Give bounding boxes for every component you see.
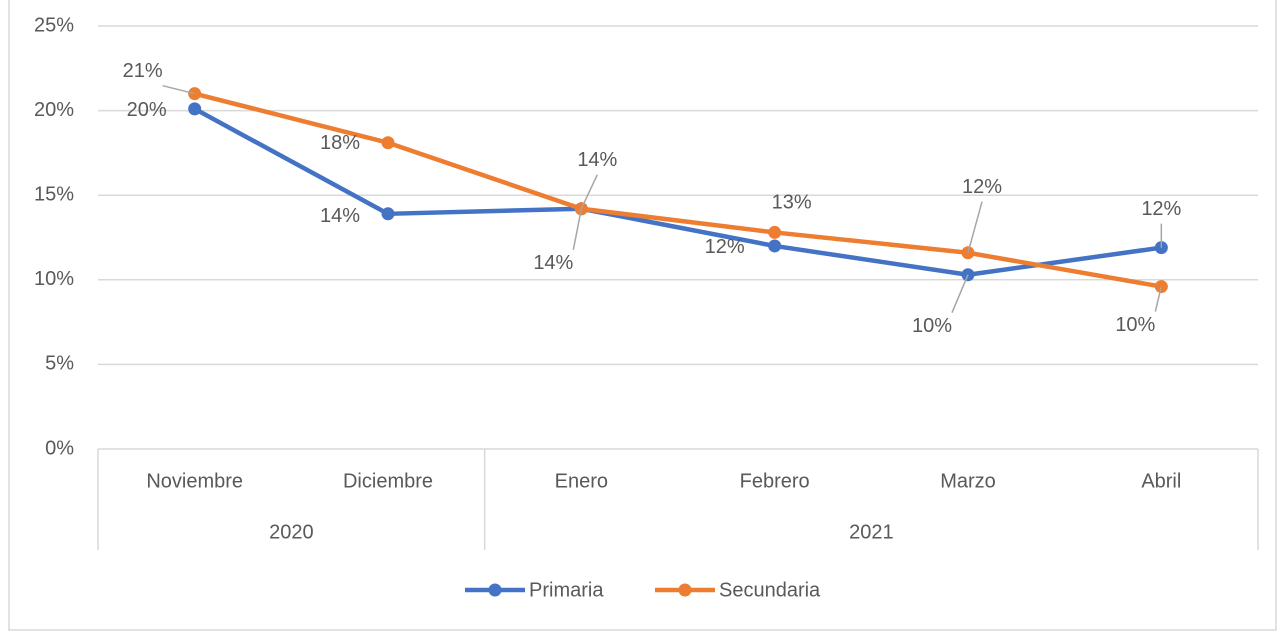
x-tick-label: Abril	[1141, 470, 1181, 492]
data-label: 10%	[1115, 314, 1155, 336]
x-tick-label: Noviembre	[146, 470, 243, 492]
x-tick-label: Diciembre	[343, 470, 433, 492]
legend-marker	[488, 583, 502, 597]
data-label: 14%	[533, 252, 573, 274]
data-label: 18%	[320, 132, 360, 154]
leader-line	[1154, 286, 1163, 312]
legend-marker	[678, 583, 692, 597]
leader-line	[580, 174, 599, 210]
point-marker	[381, 207, 395, 221]
data-label: 12%	[962, 176, 1002, 198]
data-label: 13%	[772, 192, 812, 214]
data-label: 21%	[123, 60, 163, 82]
series-line	[193, 106, 1162, 277]
leader-line	[572, 208, 583, 250]
data-label: 12%	[705, 236, 745, 258]
y-tick-label: 0%	[45, 437, 74, 459]
group-label: 2021	[849, 521, 894, 543]
y-tick-label: 10%	[34, 268, 74, 290]
chart-frame	[8, 0, 1277, 631]
leader-line	[967, 201, 983, 253]
x-tick-label: Marzo	[940, 470, 996, 492]
point-marker	[188, 102, 202, 116]
data-label: 20%	[127, 99, 167, 121]
y-tick-label: 15%	[34, 183, 74, 205]
y-tick-label: 5%	[45, 353, 74, 375]
x-tick-label: Enero	[555, 470, 608, 492]
x-tick-label: Febrero	[740, 470, 810, 492]
data-label: 10%	[912, 315, 952, 337]
data-label: 12%	[1141, 198, 1181, 220]
group-label: 2020	[269, 521, 314, 543]
legend-label: Secundaria	[719, 579, 821, 601]
data-label: 14%	[577, 149, 617, 171]
y-tick-label: 25%	[34, 14, 74, 36]
point-marker	[768, 225, 782, 239]
legend-label: Primaria	[529, 579, 604, 601]
leader-line	[951, 274, 969, 314]
data-label: 14%	[320, 205, 360, 227]
point-marker	[381, 136, 395, 150]
leader-line	[162, 84, 195, 95]
y-tick-label: 20%	[34, 99, 74, 121]
series-line	[194, 91, 1162, 289]
point-marker	[768, 239, 782, 253]
